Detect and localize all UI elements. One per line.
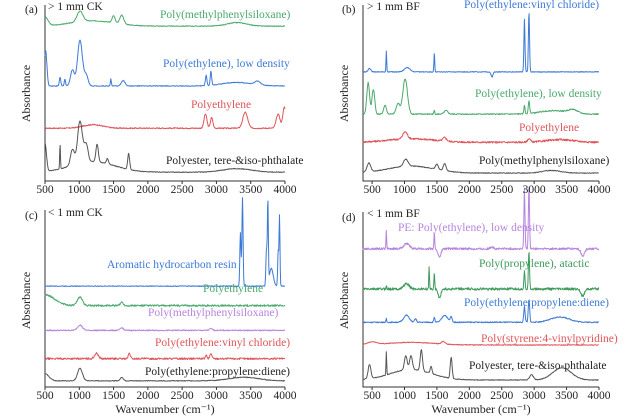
y-axis-label: Absorbance (337, 271, 352, 330)
x-tick-label: 3500 (239, 390, 263, 402)
x-tick-label: 3000 (522, 184, 546, 196)
spectrum-line (44, 39, 286, 87)
spectrum-line (44, 106, 286, 130)
spectrum-line (44, 197, 286, 287)
x-tick-label: 2000 (457, 184, 481, 196)
panel-title: > 1 mm CK (48, 1, 103, 13)
x-tick-label: 500 (363, 390, 381, 402)
x-tick-label: 1000 (392, 184, 416, 196)
spectrum-line (362, 158, 599, 174)
spectrum-line (362, 349, 599, 381)
x-tick-label: 3500 (555, 390, 579, 402)
x-tick-label: 1500 (425, 390, 449, 402)
series-label: Poly(ethylene), low density (163, 58, 290, 70)
x-axis-title: Wavenumber (cm⁻¹) (431, 402, 531, 416)
plot-area (362, 5, 600, 184)
x-tick-label: 500 (36, 390, 54, 402)
spectrum-line (362, 131, 600, 144)
panel-label: (a) (25, 4, 38, 16)
x-tick-label: 2500 (490, 390, 514, 402)
x-tick-label: 1000 (67, 184, 91, 196)
x-tick-label: 500 (363, 184, 381, 196)
x-tick-label: 2500 (170, 390, 194, 402)
x-tick-label: 2500 (490, 184, 514, 196)
spectrum-line (362, 78, 600, 116)
series-label: PE: Poly(ethylene), low density (398, 222, 545, 234)
panel-label: (d) (342, 212, 356, 224)
series-label: Poly(propylene), atactic (479, 258, 590, 270)
spectrum-line (44, 10, 286, 27)
x-tick-label: 2000 (136, 184, 160, 196)
spectrum-line (44, 352, 286, 361)
series-label: Poly(methylphenylsiloxane) (160, 9, 291, 21)
spectrum-line (362, 340, 599, 346)
x-tick-label: 4000 (273, 184, 297, 196)
x-tick-label: 3500 (239, 184, 263, 196)
panel-title: < 1 mm CK (48, 207, 103, 219)
spectrum-line (362, 252, 600, 299)
series-label: Polyester, tere-&iso-phthalate (469, 360, 607, 372)
x-tick-label: 4000 (587, 390, 611, 402)
series-label: Poly(ethylene), low density (475, 88, 602, 100)
x-tick-label: 3000 (522, 390, 546, 402)
x-tick-label: 4000 (273, 390, 297, 402)
x-tick-label: 1000 (392, 390, 416, 402)
series-label: Poly(methylphenylsiloxane) (479, 155, 610, 167)
y-axis-label: Absorbance (19, 271, 34, 330)
x-tick-label: 2500 (170, 184, 194, 196)
spectrum-line (362, 13, 600, 78)
x-tick-label: 1500 (102, 184, 126, 196)
plot-area (44, 5, 286, 184)
spectrum-line (362, 186, 600, 258)
series-label: Poly(ethylene:vinyl chloride) (155, 337, 291, 349)
x-tick-label: 2000 (136, 390, 160, 402)
plot-area (44, 197, 286, 390)
series-label: Aromatic hydrocarbon resin (107, 259, 237, 271)
y-axis-label: Absorbance (19, 64, 34, 123)
panel-label: (b) (342, 4, 356, 16)
x-axis-title: Wavenumber (cm⁻¹) (115, 402, 215, 416)
x-tick-label: 500 (36, 184, 54, 196)
spectrum-line (44, 120, 286, 173)
series-label: Polyethylene (191, 99, 252, 111)
axis-lines (362, 5, 599, 182)
series-label: Polyethylene (519, 122, 580, 134)
spectrum-line (44, 367, 285, 382)
x-tick-label: 1500 (425, 184, 449, 196)
series-label: Poly(ethylene:vinyl chloride) (464, 0, 600, 11)
x-tick-label: 2000 (457, 390, 481, 402)
series-label: Poly(methylphenylsiloxane) (148, 307, 279, 319)
x-tick-label: 3500 (555, 184, 579, 196)
y-axis-label: Absorbance (337, 64, 352, 123)
spectrum-line (44, 324, 286, 332)
plot-area (362, 186, 600, 390)
spectrum-line (362, 299, 600, 324)
series-label: Polyethylene (203, 283, 264, 295)
x-tick-label: 4000 (587, 184, 611, 196)
x-tick-label: 1000 (67, 390, 91, 402)
series-label: Poly(styrene:4-vinylpyridine) (481, 333, 618, 345)
x-tick-label: 1500 (102, 390, 126, 402)
series-label: Polyester, tere-&iso-phthalate (166, 155, 304, 167)
panel-title: > 1 mm BF (367, 1, 420, 13)
axis-lines (362, 212, 599, 388)
spectrum-line (44, 293, 286, 307)
panel-title: < 1 mm BF (367, 208, 420, 220)
series-label: Poly(ethylene:propylene:diene) (464, 297, 609, 309)
x-tick-label: 3000 (204, 390, 228, 402)
series-label: Poly(ethylene:propylene:diene) (145, 366, 290, 378)
panel-label: (c) (25, 210, 38, 222)
x-tick-label: 3000 (204, 184, 228, 196)
